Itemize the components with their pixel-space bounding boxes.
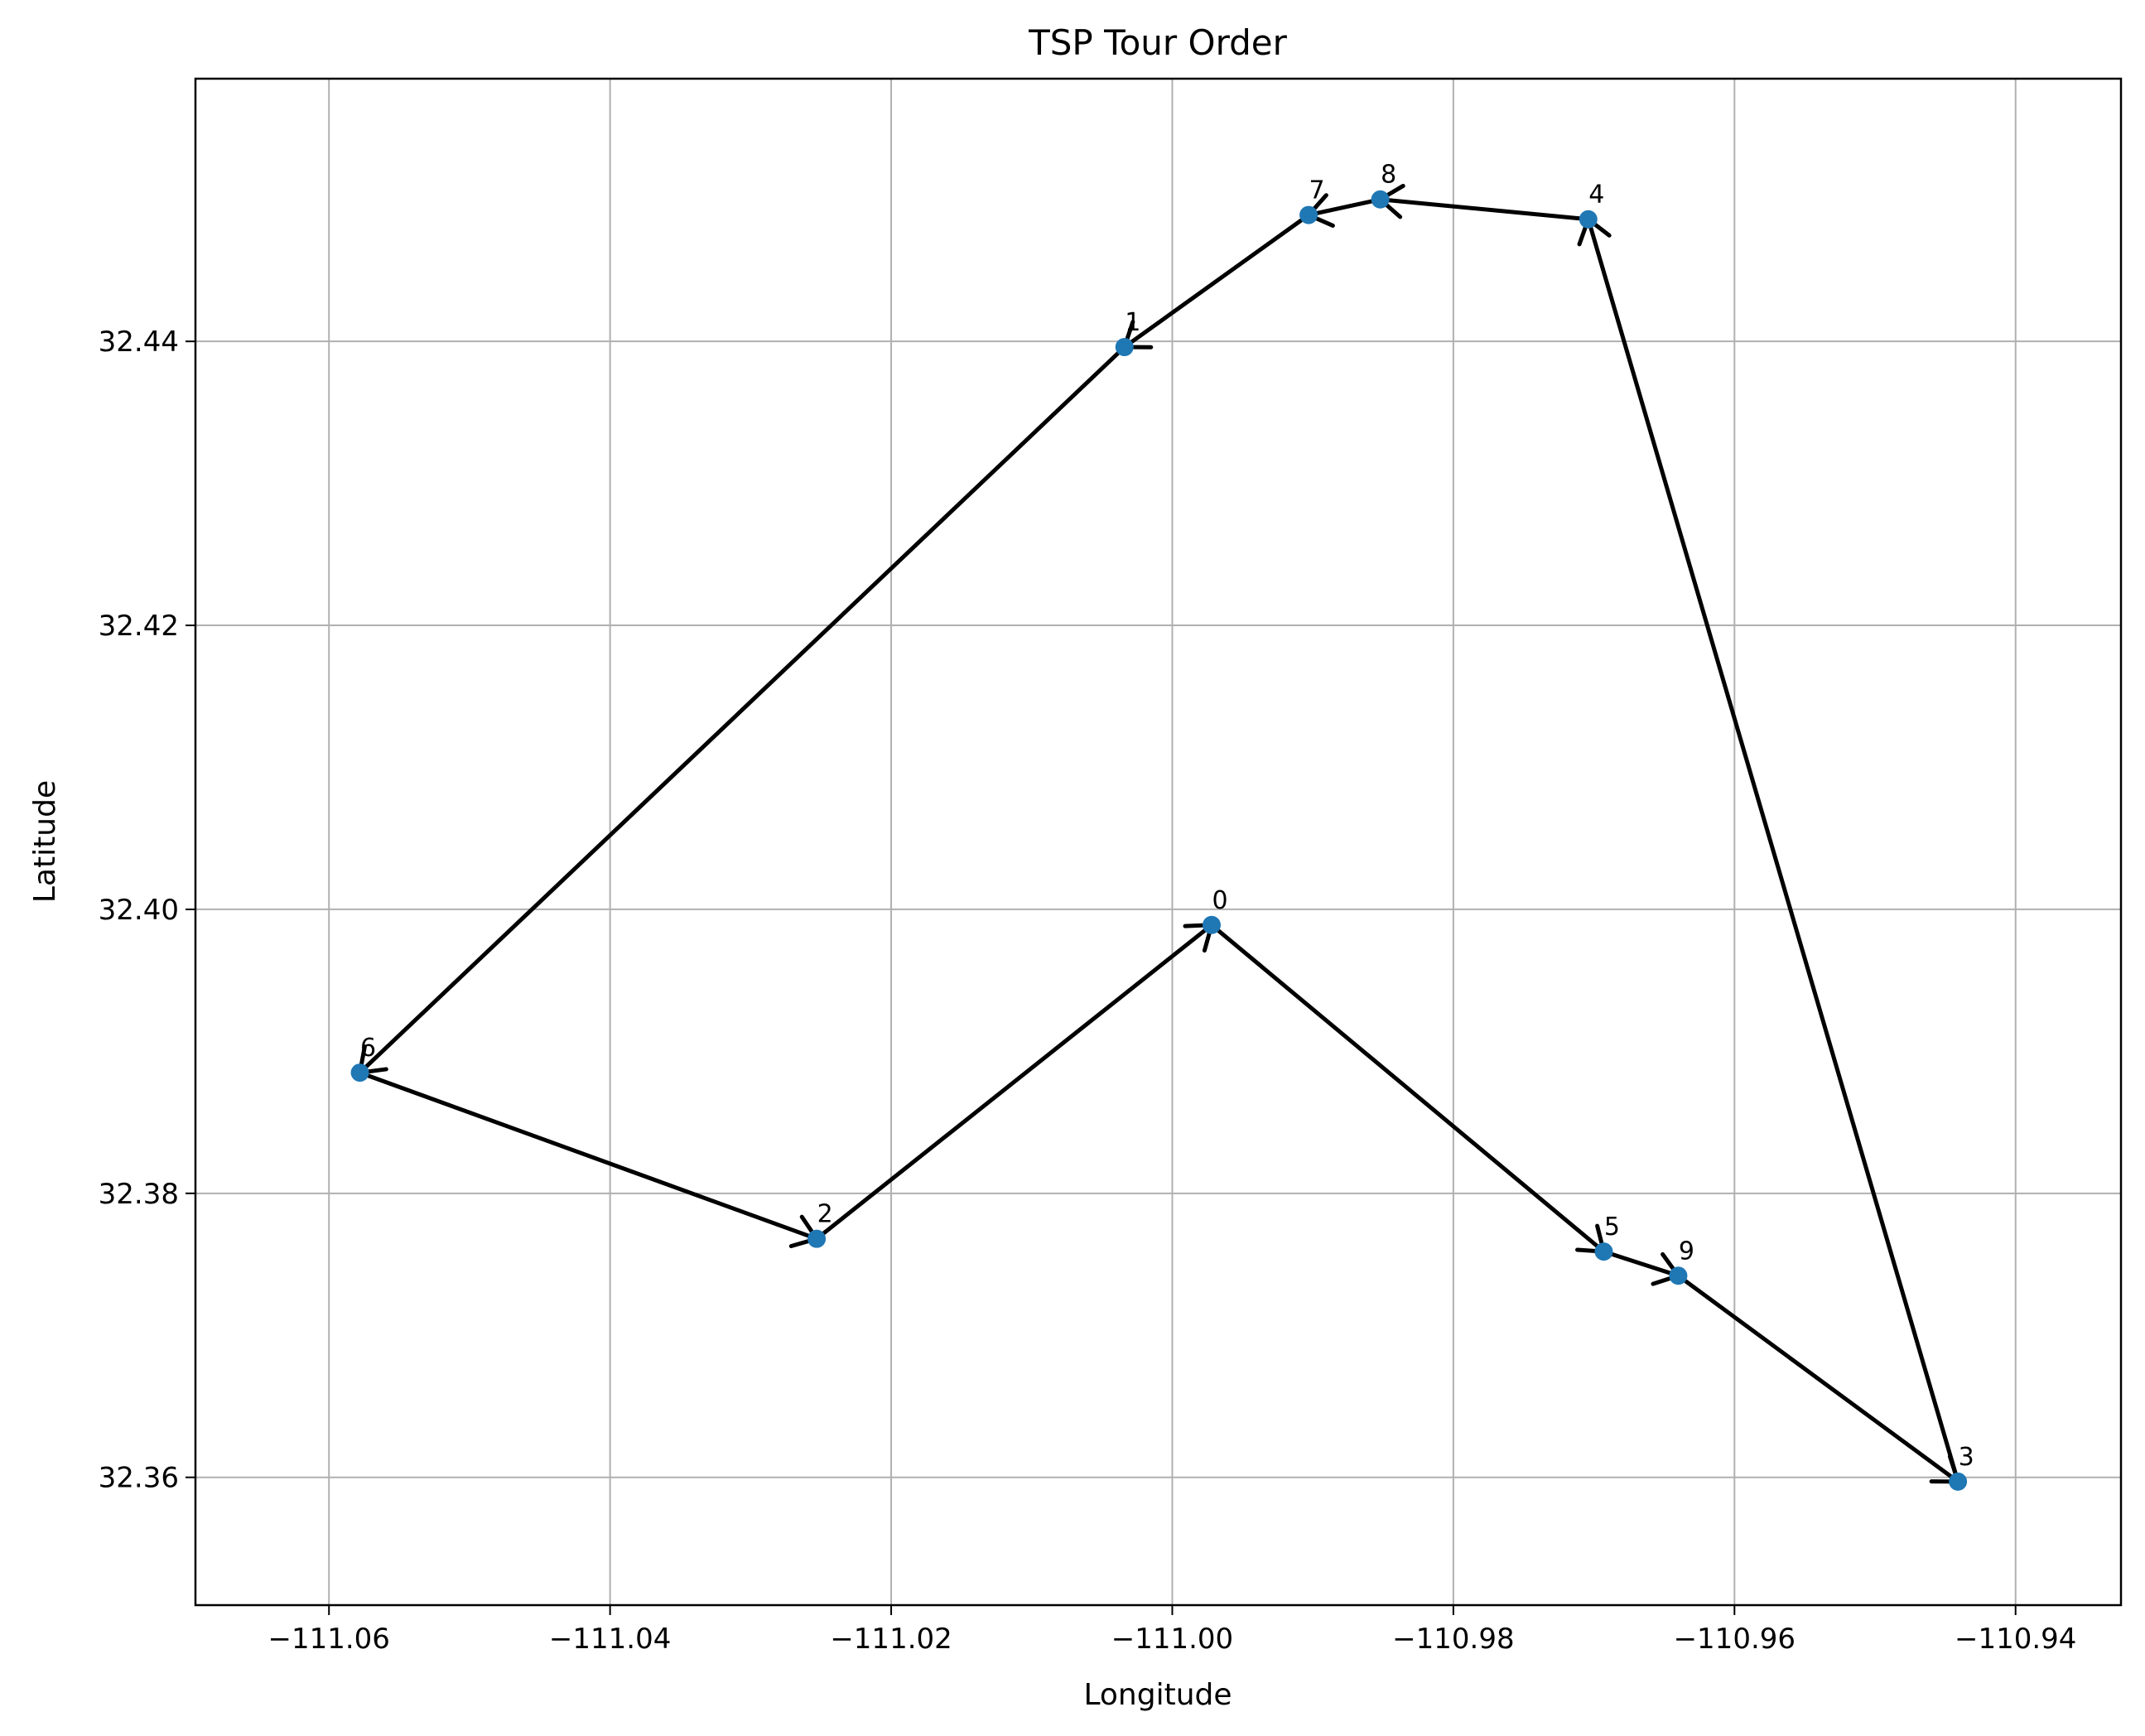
plot-frame	[194, 77, 2123, 1607]
tour-point	[1669, 1266, 1688, 1285]
point-label: 6	[360, 1034, 376, 1063]
tour-point	[350, 1063, 369, 1083]
y-axis-label: Latitude	[28, 780, 62, 903]
tour-point	[1579, 210, 1598, 229]
edge-line	[1601, 1249, 1680, 1278]
point-label: 5	[1604, 1213, 1620, 1242]
point-label: 9	[1679, 1237, 1694, 1266]
point-label: 7	[1309, 176, 1325, 205]
x-tick-label: −111.02	[830, 1623, 952, 1656]
x-tick-label: −111.00	[1111, 1623, 1233, 1656]
tour-points	[350, 190, 1968, 1491]
tour-point	[1115, 338, 1134, 357]
tour-point	[807, 1229, 827, 1248]
grid	[195, 79, 2121, 1605]
tour-point	[1594, 1242, 1613, 1261]
x-axis-ticks: −111.06 −111.04 −111.02 −111.00 −110.98 −110.…	[268, 1605, 2076, 1656]
edge-line	[814, 923, 1214, 1242]
y-tick-label: 32.44	[99, 326, 179, 359]
x-tick-label: −110.98	[1392, 1623, 1514, 1656]
x-tick-label: −111.04	[549, 1623, 671, 1656]
tour-edges	[357, 183, 1961, 1484]
x-tick-label: −110.96	[1674, 1623, 1796, 1656]
y-axis-ticks: 32.36 32.38 32.40 32.42 32.44	[99, 326, 195, 1495]
edge-line	[1378, 197, 1591, 222]
tour-point	[1949, 1472, 1968, 1491]
edge-line	[358, 345, 1127, 1075]
point-labels: 0 1 2 3 4 5 6 7 8 9	[360, 161, 1974, 1472]
tour-point	[1202, 915, 1221, 934]
y-tick-label: 32.40	[99, 894, 179, 927]
x-tick-label: −110.94	[1955, 1623, 2076, 1656]
point-label: 1	[1125, 308, 1140, 337]
y-tick-label: 32.38	[99, 1178, 179, 1211]
edge-line	[358, 1070, 819, 1242]
x-tick-label: −111.06	[268, 1623, 389, 1656]
chart-title: TSP Tour Order	[1028, 22, 1288, 63]
edge-line	[1306, 197, 1383, 218]
point-label: 3	[1959, 1443, 1974, 1472]
x-axis-label: Longitude	[1083, 1678, 1232, 1712]
edge-line	[1209, 923, 1606, 1254]
y-tick-label: 32.36	[99, 1462, 179, 1495]
tour-point	[1299, 205, 1318, 224]
edge-line	[1586, 217, 1960, 1484]
edge-line	[1675, 1273, 1960, 1484]
point-label: 8	[1381, 161, 1396, 190]
point-label: 2	[817, 1200, 833, 1229]
edge-line	[1122, 213, 1311, 350]
point-label: 4	[1588, 181, 1604, 210]
point-label: 0	[1212, 886, 1227, 915]
tour-point	[1371, 190, 1390, 209]
y-tick-label: 32.42	[99, 610, 179, 643]
